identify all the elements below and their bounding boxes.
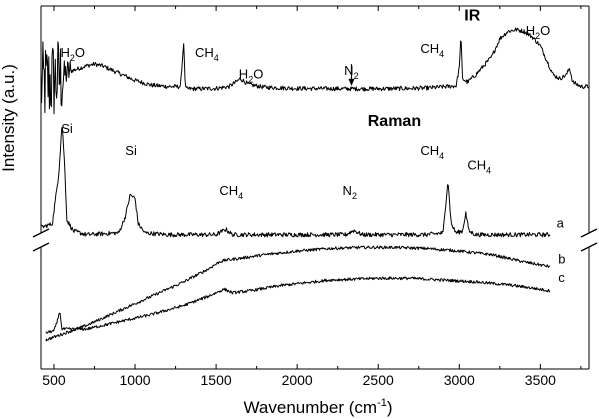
- raman-spectrum-c-line: [45, 276, 551, 334]
- x-axis-title: Wavenumber (cm-1): [244, 397, 393, 417]
- curve-label-c: c: [558, 270, 565, 285]
- raman-spectrum-b-line: [45, 245, 551, 342]
- panel-label-raman: Raman: [368, 113, 421, 130]
- x-tick-label-500: 500: [42, 372, 66, 388]
- peak-label-4: CH4: [420, 41, 444, 59]
- y-axis-title: Intensity (a.u.): [0, 64, 18, 172]
- peak-label-5: H2O: [526, 23, 551, 41]
- peak-label-10: CH4: [420, 143, 444, 161]
- curve-label-b: b: [558, 252, 565, 267]
- x-tick-label-1500: 1500: [201, 372, 232, 388]
- x-tick-label-3500: 3500: [525, 372, 556, 388]
- n2-arrow-head: [348, 78, 355, 86]
- panel-label-ir: IR: [464, 8, 480, 25]
- left-axis-break-mark-1: [32, 228, 50, 238]
- peak-label-11: CH4: [467, 157, 491, 175]
- peak-label-2: H2O: [239, 67, 264, 85]
- peak-label-0: H2O: [60, 45, 85, 63]
- x-tick-label-3000: 3000: [444, 372, 475, 388]
- peak-label-1: CH4: [195, 45, 219, 63]
- x-tick-label-2000: 2000: [282, 372, 313, 388]
- curve-label-a: a: [557, 215, 565, 230]
- x-tick-label-1000: 1000: [119, 372, 150, 388]
- peak-label-3: N2: [344, 63, 358, 81]
- ir-spectrum-line: [40, 27, 590, 115]
- right-axis-break-mark-2: [580, 242, 598, 252]
- left-axis-break-mark-2: [32, 242, 50, 252]
- peak-label-8: CH4: [219, 183, 243, 201]
- peak-label-7: Si: [125, 143, 137, 158]
- right-axis-break-mark-1: [580, 228, 598, 238]
- peak-label-9: N2: [343, 183, 357, 201]
- peak-label-6: Si: [61, 121, 73, 136]
- raman-spectrum-a-line: [40, 127, 551, 238]
- x-tick-label-2500: 2500: [363, 372, 394, 388]
